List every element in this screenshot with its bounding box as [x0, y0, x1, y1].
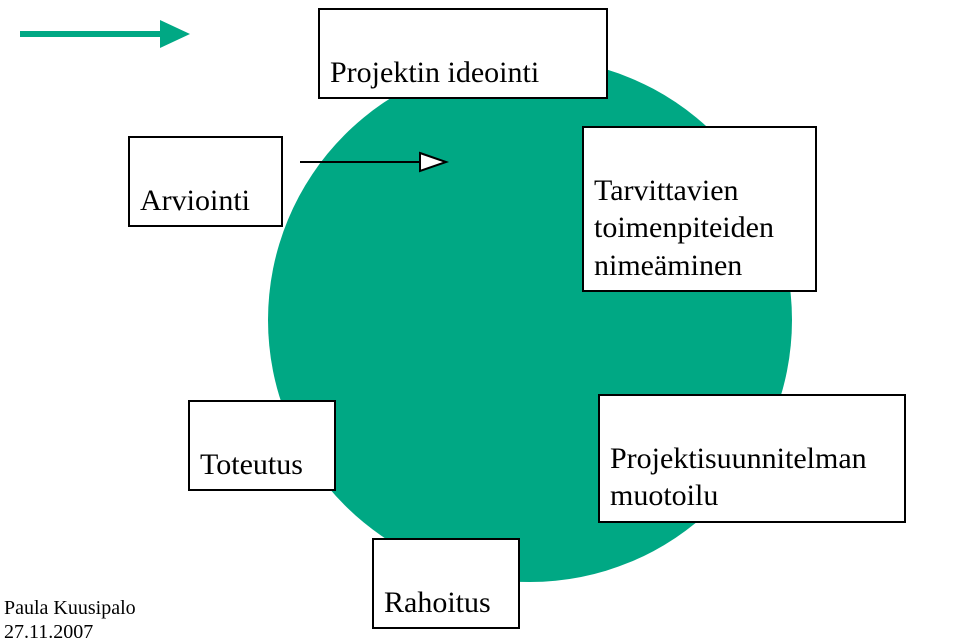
label-projektisuunnitelma: Projektisuunnitelman muotoilu	[610, 442, 867, 513]
label-tarvittavien: Tarvittavien toimenpiteiden nimeäminen	[594, 174, 774, 282]
label-arviointi: Arviointi	[140, 184, 250, 217]
footer: Paula Kuusipalo 27.11.2007	[4, 596, 136, 642]
label-toteutus: Toteutus	[200, 448, 303, 481]
box-rahoitus: Rahoitus	[372, 538, 520, 629]
box-projektisuunnitelma: Projektisuunnitelman muotoilu	[598, 394, 906, 523]
label-rahoitus: Rahoitus	[384, 586, 491, 619]
arrow-top-left	[20, 18, 200, 58]
box-tarvittavien: Tarvittavien toimenpiteiden nimeäminen	[582, 126, 817, 292]
footer-name: Paula Kuusipalo	[4, 596, 136, 620]
diagram-canvas: { "diagram": { "type": "flowchart", "bac…	[0, 0, 960, 642]
box-toteutus: Toteutus	[188, 400, 336, 491]
box-projektin-ideointi: Projektin ideointi	[318, 8, 608, 99]
footer-date: 27.11.2007	[4, 620, 136, 642]
box-arviointi: Arviointi	[128, 136, 283, 227]
arrow-arviointi	[300, 150, 460, 180]
label-title: Projektin ideointi	[330, 56, 539, 89]
